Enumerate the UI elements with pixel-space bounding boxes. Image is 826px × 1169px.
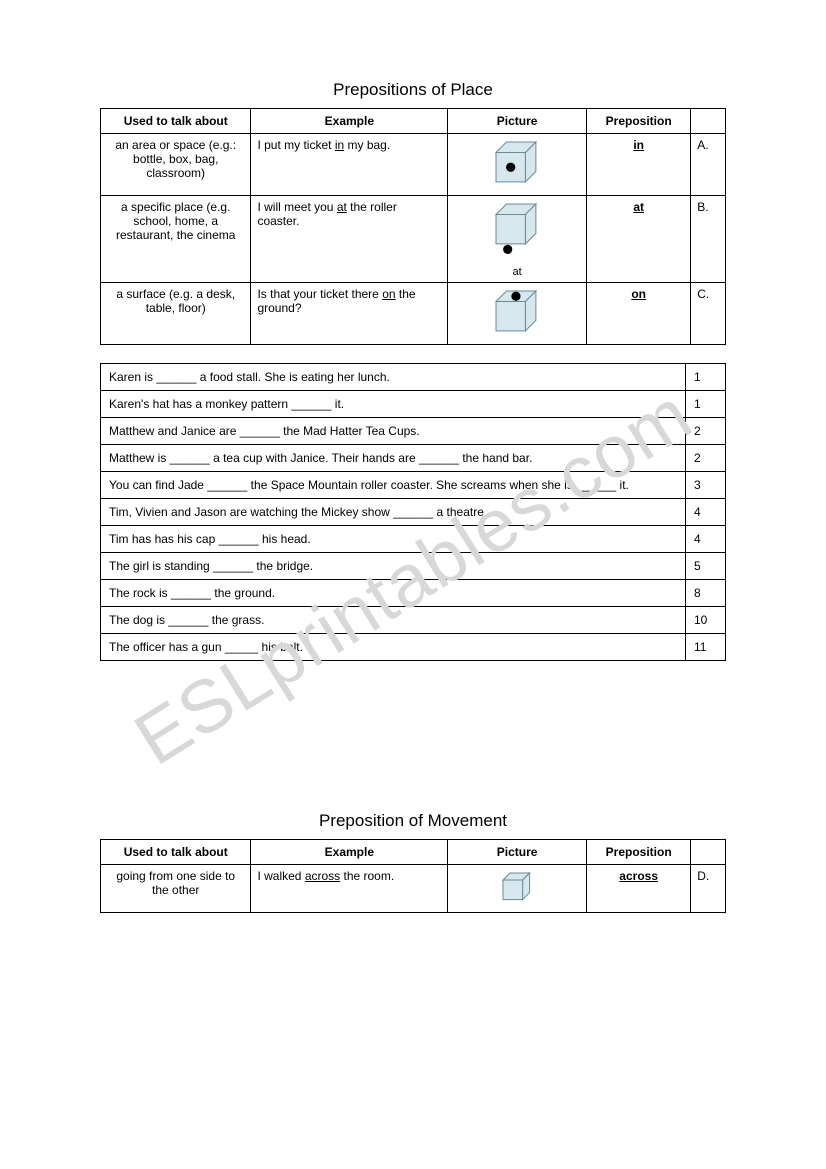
page-container: Prepositions of Place Used to talk about… [0, 0, 826, 973]
exercise-number: 8 [686, 579, 726, 606]
picture-cell [448, 282, 587, 344]
exercise-row: Matthew is ______ a tea cup with Janice.… [101, 444, 726, 471]
exercise-text: Matthew and Janice are ______ the Mad Ha… [101, 417, 686, 444]
exercise-number: 3 [686, 471, 726, 498]
table-row: a specific place (e.g. school, home, a r… [101, 196, 726, 283]
spacer [100, 661, 726, 811]
letter-cell: B. [691, 196, 726, 283]
underlined-word: in [335, 138, 344, 152]
used-cell: a specific place (e.g. school, home, a r… [101, 196, 251, 283]
exercise-number: 5 [686, 552, 726, 579]
picture-cell: at [448, 196, 587, 283]
header-used: Used to talk about [101, 839, 251, 864]
cube-icon [492, 138, 542, 191]
example-cell: I will meet you at the roller coaster. [251, 196, 448, 283]
header-used: Used to talk about [101, 109, 251, 134]
table-row: going from one side to the otherI walked… [101, 864, 726, 912]
exercise-number: 2 [686, 417, 726, 444]
header-letter [691, 839, 726, 864]
exercise-number: 1 [686, 390, 726, 417]
header-preposition: Preposition [587, 839, 691, 864]
table-header-row: Used to talk about Example Picture Prepo… [101, 109, 726, 134]
exercise-row: Tim, Vivien and Jason are watching the M… [101, 498, 726, 525]
exercise-text: The officer has a gun _____ his belt. [101, 633, 686, 660]
underlined-word: at [337, 200, 347, 214]
exercise-number: 2 [686, 444, 726, 471]
exercise-row: The girl is standing ______ the bridge.5 [101, 552, 726, 579]
exercise-row: Matthew and Janice are ______ the Mad Ha… [101, 417, 726, 444]
exercise-row: Tim has has his cap ______ his head.4 [101, 525, 726, 552]
preposition-cell: in [587, 134, 691, 196]
preposition-cell: across [587, 864, 691, 912]
underlined-word: on [382, 287, 395, 301]
section2-title: Preposition of Movement [100, 811, 726, 831]
exercise-text: The girl is standing ______ the bridge. [101, 552, 686, 579]
table-header-row: Used to talk about Example Picture Prepo… [101, 839, 726, 864]
preposition-cell: at [587, 196, 691, 283]
reference-table-2: Used to talk about Example Picture Prepo… [100, 839, 726, 913]
header-example: Example [251, 839, 448, 864]
cube-icon [492, 200, 542, 264]
example-cell: Is that your ticket there on the ground? [251, 282, 448, 344]
used-cell: a surface (e.g. a desk, table, floor) [101, 282, 251, 344]
letter-cell: C. [691, 282, 726, 344]
exercise-number: 4 [686, 498, 726, 525]
header-picture: Picture [448, 839, 587, 864]
picture-cell [448, 864, 587, 912]
exercise-text: Tim, Vivien and Jason are watching the M… [101, 498, 686, 525]
preposition-cell: on [587, 282, 691, 344]
exercise-row: The rock is ______ the ground.8 [101, 579, 726, 606]
table-row: an area or space (e.g.: bottle, box, bag… [101, 134, 726, 196]
exercise-text: Tim has has his cap ______ his head. [101, 525, 686, 552]
header-picture: Picture [448, 109, 587, 134]
cube-icon [499, 869, 535, 908]
cube-icon [492, 287, 542, 340]
exercise-row: The officer has a gun _____ his belt.11 [101, 633, 726, 660]
exercise-number: 1 [686, 363, 726, 390]
picture-label: at [454, 266, 580, 278]
exercise-row: The dog is ______ the grass.10 [101, 606, 726, 633]
letter-cell: A. [691, 134, 726, 196]
exercise-text: Karen is ______ a food stall. She is eat… [101, 363, 686, 390]
underlined-word: across [305, 869, 340, 883]
exercise-text: The rock is ______ the ground. [101, 579, 686, 606]
exercise-number: 10 [686, 606, 726, 633]
table-row: a surface (e.g. a desk, table, floor)Is … [101, 282, 726, 344]
header-example: Example [251, 109, 448, 134]
reference-table-1: Used to talk about Example Picture Prepo… [100, 108, 726, 345]
used-cell: an area or space (e.g.: bottle, box, bag… [101, 134, 251, 196]
exercise-text: Karen's hat has a monkey pattern ______ … [101, 390, 686, 417]
picture-cell [448, 134, 587, 196]
letter-cell: D. [691, 864, 726, 912]
exercise-row: You can find Jade ______ the Space Mount… [101, 471, 726, 498]
example-cell: I put my ticket in my bag. [251, 134, 448, 196]
exercise-number: 4 [686, 525, 726, 552]
example-cell: I walked across the room. [251, 864, 448, 912]
exercise-text: You can find Jade ______ the Space Mount… [101, 471, 686, 498]
exercise-text: Matthew is ______ a tea cup with Janice.… [101, 444, 686, 471]
exercise-row: Karen is ______ a food stall. She is eat… [101, 363, 726, 390]
header-letter [691, 109, 726, 134]
section1-title: Prepositions of Place [100, 80, 726, 100]
exercise-number: 11 [686, 633, 726, 660]
exercise-row: Karen's hat has a monkey pattern ______ … [101, 390, 726, 417]
exercise-text: The dog is ______ the grass. [101, 606, 686, 633]
header-preposition: Preposition [587, 109, 691, 134]
exercise-table-1: Karen is ______ a food stall. She is eat… [100, 363, 726, 661]
used-cell: going from one side to the other [101, 864, 251, 912]
